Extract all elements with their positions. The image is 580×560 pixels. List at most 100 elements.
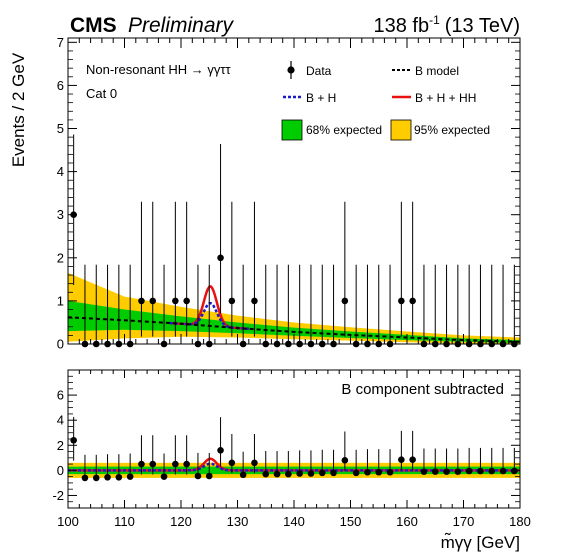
x-tick-label: 160 [396, 514, 418, 529]
y-tick-label: 3 [57, 207, 64, 222]
y-tick-label: 2 [57, 250, 64, 265]
data-point [138, 460, 145, 468]
data-point [81, 474, 89, 482]
y-tick-label: 4 [57, 164, 64, 179]
data-point [409, 297, 416, 305]
legend: Data B model B + H B + H + HH 68% expect… [281, 61, 490, 141]
x-tick-label: 180 [509, 514, 531, 529]
main-frame [67, 37, 521, 345]
data-point [205, 472, 213, 480]
data-point [149, 297, 157, 305]
legend-data: Data [287, 61, 332, 79]
legend-bmodel-label: B model [415, 64, 459, 78]
ratio-y-tick-label: 6 [57, 388, 64, 403]
y-axis-title: Events / 2 GeV [9, 52, 28, 167]
y-tick-label: 1 [57, 293, 64, 308]
data-point [375, 468, 383, 476]
data-point [126, 473, 134, 480]
y-tick-label: 7 [57, 35, 64, 50]
legend-bmodel: B model [392, 64, 459, 78]
data-point [217, 446, 224, 454]
ratio-y-tick-label: 0 [57, 463, 64, 478]
data-point [172, 460, 179, 468]
legend-68: 68% expected [281, 119, 382, 141]
data-point [364, 468, 371, 476]
legend-95: 95% expected [390, 119, 490, 141]
data-point [443, 468, 450, 475]
data-point [262, 470, 270, 478]
data-point [386, 468, 394, 476]
data-point [115, 473, 123, 481]
ratio-data-points [70, 416, 518, 482]
process-label: Non-resonant HH → γγττ [86, 62, 232, 77]
data-point [307, 470, 315, 477]
data-point [499, 467, 507, 475]
legend-bhhh: B + H + HH [392, 91, 476, 105]
lumi-exponent: -1 [429, 13, 440, 27]
data-point [183, 460, 190, 468]
data-point [149, 460, 157, 468]
y-tick-label: 6 [57, 78, 64, 93]
data-point [465, 467, 473, 475]
data-point [488, 467, 496, 475]
data-point [138, 297, 145, 305]
legend-68-label: 68% expected [306, 123, 382, 137]
x-tick-label: 110 [114, 514, 135, 529]
x-tick-label: 100 [57, 514, 79, 529]
experiment-label: CMS [70, 14, 117, 37]
data-point [92, 474, 100, 482]
lumi-value: 138 fb [373, 15, 429, 37]
ratio-plot-area: -2 0 2 4 6 100 110 120 130 140 150 160 170 180 [52, 369, 531, 529]
legend-bh: B + H [283, 91, 336, 105]
category-label: Cat 0 [86, 86, 117, 101]
data-point [285, 470, 292, 478]
legend-data-label: Data [306, 64, 332, 78]
x-tick-label: 140 [283, 514, 305, 529]
x-tick-label: 120 [170, 514, 192, 529]
data-point [70, 436, 77, 444]
data-point [160, 473, 168, 480]
legend-bhhh-label: B + H + HH [415, 91, 476, 105]
data-point [398, 456, 405, 464]
y-tick-label: 0 [57, 337, 64, 352]
data-point [217, 254, 224, 262]
data-point [183, 297, 190, 305]
data-point [104, 473, 111, 481]
data-point [318, 469, 326, 477]
data-point [431, 468, 439, 475]
ratio-curve-b-h [68, 462, 520, 472]
data-point [420, 468, 428, 475]
data-point [409, 456, 416, 464]
ratio-axes: -2 0 2 4 6 100 110 120 130 140 150 160 170 180 [52, 370, 531, 529]
data-point [172, 297, 179, 305]
subtracted-label: B component subtracted [341, 381, 504, 398]
main-plot-area: 0 1 2 3 4 5 6 7 [57, 35, 521, 352]
curve-b-model [67, 316, 521, 343]
data-point [228, 297, 236, 305]
data-point [341, 297, 349, 305]
data-point [273, 470, 281, 478]
data-point [251, 459, 258, 467]
legend-data-marker [287, 66, 295, 74]
legend-95-swatch [390, 119, 412, 141]
x-tick-label: 170 [453, 514, 475, 529]
status-label: Preliminary [128, 14, 235, 37]
data-point [398, 297, 405, 305]
y-tick-label: 5 [57, 121, 64, 136]
x-axis-title: m̃γγ [GeV] [441, 532, 520, 552]
ratio-y-tick-label: 4 [57, 413, 64, 428]
ratio-y-tick-label: -2 [52, 488, 64, 503]
legend-bh-label: B + H [306, 91, 336, 105]
data-point [341, 457, 349, 464]
lumi-energy: (13 TeV) [445, 15, 520, 37]
main-axes: 0 1 2 3 4 5 6 7 [57, 35, 521, 352]
data-point [330, 469, 337, 477]
data-point [454, 468, 462, 475]
data-point [239, 471, 247, 479]
main-data-points [70, 134, 518, 348]
legend-95-label: 95% expected [414, 123, 490, 137]
ratio-y-tick-label: 2 [57, 438, 64, 453]
data-point [352, 469, 360, 477]
data-point [511, 467, 518, 475]
